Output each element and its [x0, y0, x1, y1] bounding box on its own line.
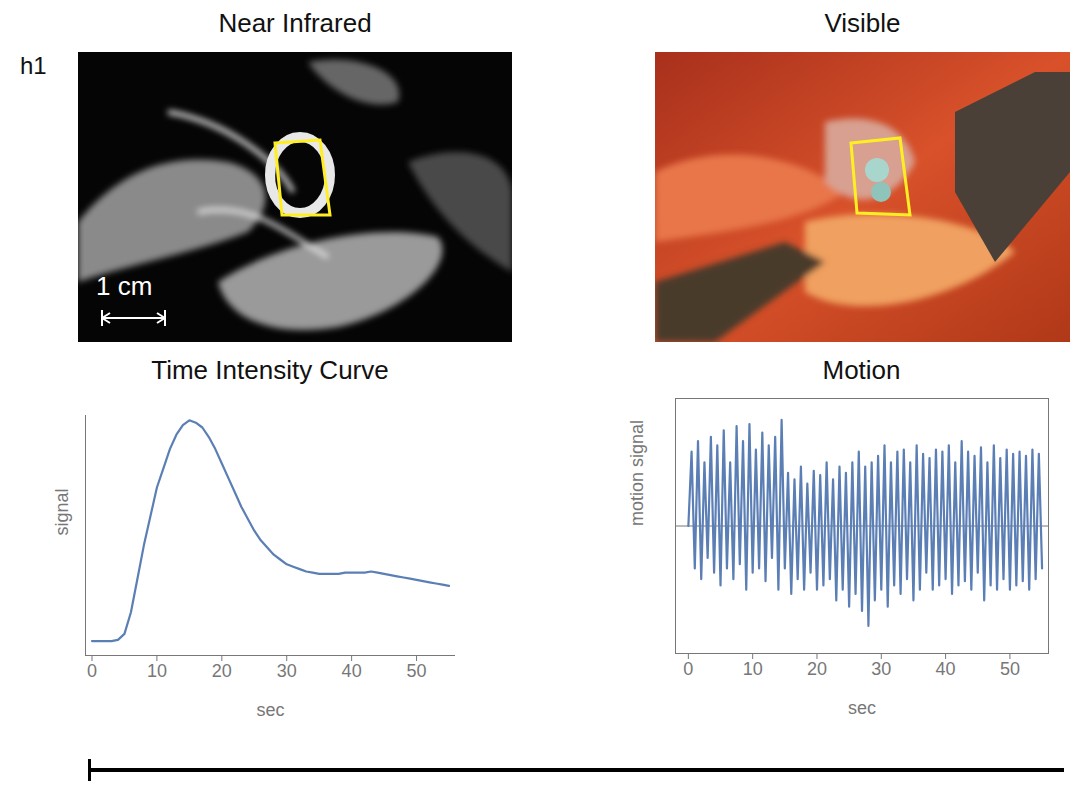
svg-text:50: 50	[1000, 659, 1020, 679]
html-text:h1: h1	[20, 52, 47, 79]
svg-text:sec: sec	[848, 698, 876, 718]
svg-text:30: 30	[871, 659, 891, 679]
html-text:Time Intensity Curve: Time Intensity Curve	[151, 355, 389, 385]
svg-text:motion signal: motion signal	[627, 420, 647, 526]
svg-text:30: 30	[277, 661, 297, 681]
svg-text:signal: signal	[52, 488, 72, 535]
html-text:Motion: Motion	[822, 355, 901, 385]
svg-text:20: 20	[212, 661, 232, 681]
html-text:Visible: Visible	[824, 8, 901, 38]
svg-text:50: 50	[407, 661, 427, 681]
svg-text:0: 0	[87, 661, 97, 681]
svg-text:0: 0	[683, 659, 693, 679]
svg-text:40: 40	[936, 659, 956, 679]
svg-text:10: 10	[743, 659, 763, 679]
html-text:Near Infrared: Near Infrared	[218, 8, 372, 38]
svg-text:20: 20	[807, 659, 827, 679]
svg-text:10: 10	[147, 661, 167, 681]
svg-text:1 cm: 1 cm	[96, 271, 152, 301]
svg-text:40: 40	[342, 661, 362, 681]
svg-text:sec: sec	[256, 700, 284, 720]
